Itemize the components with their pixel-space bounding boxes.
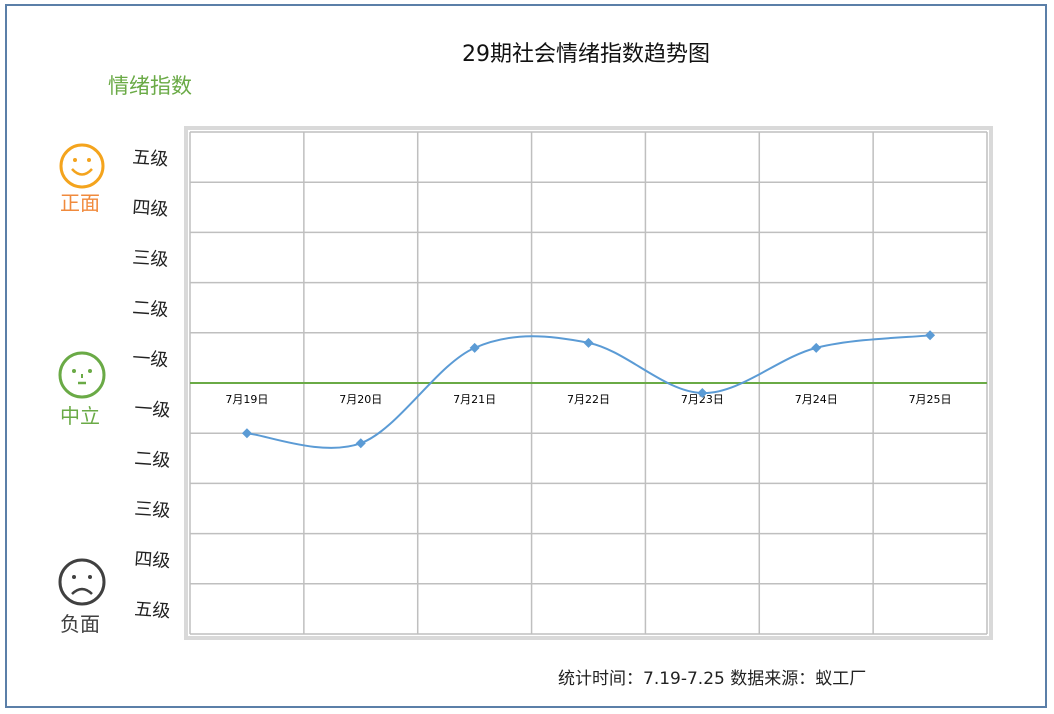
y-tick-label: 一级 bbox=[132, 348, 169, 371]
x-tick-label: 7月22日 bbox=[567, 393, 610, 406]
neutral-label: 中立 bbox=[60, 404, 100, 428]
y-axis-label: 情绪指数 bbox=[108, 74, 192, 98]
data-point bbox=[355, 438, 366, 449]
chart-title: 29期社会情绪指数趋势图 bbox=[462, 42, 710, 67]
data-point bbox=[697, 388, 708, 399]
y-tick-label: 五级 bbox=[132, 147, 169, 170]
x-tick-label: 7月24日 bbox=[795, 393, 838, 406]
x-tick-label: 7月21日 bbox=[453, 393, 496, 406]
smiley-face-icon bbox=[59, 143, 105, 189]
source-note: 统计时间：7.19-7.25 数据来源：蚁工厂 bbox=[558, 669, 867, 689]
x-tick-label: 7月19日 bbox=[225, 393, 268, 406]
x-tick-label: 7月20日 bbox=[339, 393, 382, 406]
y-tick-label: 二级 bbox=[134, 448, 171, 471]
sad-face-icon bbox=[58, 558, 106, 606]
series-line bbox=[246, 334, 931, 449]
y-tick-label: 四级 bbox=[132, 197, 169, 220]
data-point bbox=[469, 342, 480, 353]
y-tick-label: 一级 bbox=[134, 398, 171, 421]
y-tick-label: 三级 bbox=[132, 247, 169, 270]
positive-label: 正面 bbox=[60, 191, 100, 215]
x-tick-label: 7月25日 bbox=[909, 393, 952, 406]
data-point bbox=[241, 428, 252, 439]
negative-label: 负面 bbox=[60, 612, 100, 636]
data-point bbox=[583, 337, 594, 348]
neutral-face-icon bbox=[58, 351, 106, 399]
y-tick-label: 二级 bbox=[132, 297, 169, 320]
plot-frame bbox=[184, 126, 993, 640]
y-tick-label: 五级 bbox=[134, 599, 171, 622]
data-point bbox=[811, 342, 822, 353]
x-tick-label: 7月23日 bbox=[681, 393, 724, 406]
chart-frame bbox=[5, 4, 1047, 708]
y-tick-label: 四级 bbox=[134, 549, 171, 572]
y-tick-label: 三级 bbox=[134, 498, 171, 521]
data-point bbox=[925, 330, 936, 341]
